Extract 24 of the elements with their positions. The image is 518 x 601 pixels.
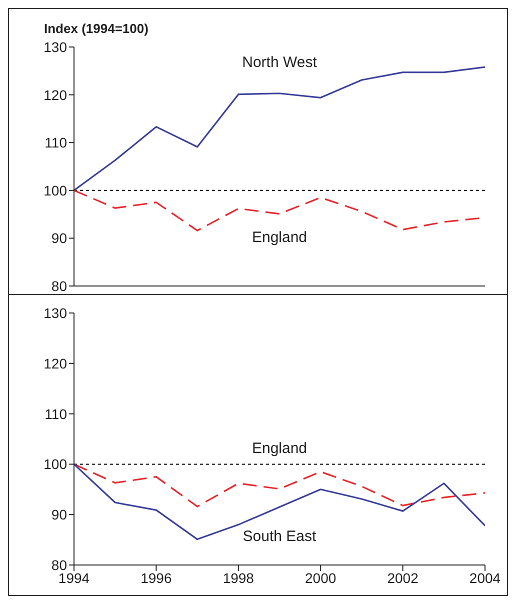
x-tick-label: 1998 (222, 570, 254, 586)
series-label: England (250, 228, 308, 246)
series-label: England (250, 440, 308, 457)
y-tick-label: 90 (51, 506, 68, 523)
y-tick-label: 120 (44, 86, 68, 103)
y-axis-title: Index (1994=100) (44, 21, 148, 36)
line-series (74, 463, 485, 508)
line-series (74, 66, 485, 192)
line-series (74, 463, 485, 540)
x-tick-label: 2004 (469, 570, 501, 586)
series-label: South East (242, 528, 318, 546)
x-tick-label: 1996 (140, 570, 172, 586)
x-tick-label: 2000 (305, 570, 336, 586)
x-tick-label: 2002 (387, 570, 419, 586)
y-tick-label: 130 (44, 304, 68, 321)
y-tick-label: 120 (44, 355, 68, 372)
y-tick-label: 80 (51, 278, 68, 294)
y-tick-label: 130 (44, 38, 68, 55)
y-tick-label: 90 (51, 230, 68, 246)
y-tick-label: 110 (44, 134, 68, 151)
y-tick-label: 100 (44, 182, 68, 198)
y-tick-label: 110 (44, 406, 68, 422)
y-tick-label: 100 (44, 456, 68, 472)
series-label: North West (241, 54, 318, 72)
